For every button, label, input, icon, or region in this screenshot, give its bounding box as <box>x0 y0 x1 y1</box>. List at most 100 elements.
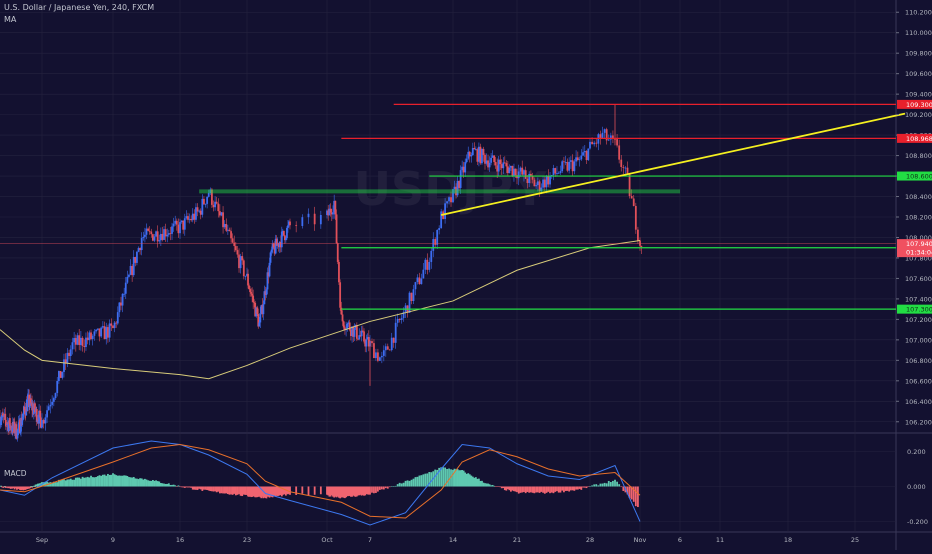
time-tick-label: 18 <box>784 536 792 544</box>
histogram-bar <box>459 470 462 487</box>
time-tick-label: 16 <box>176 536 184 544</box>
histogram-bar <box>115 475 118 487</box>
macd-indicator-label[interactable]: MACD <box>4 469 27 478</box>
candle-body <box>416 277 419 283</box>
candle-body <box>459 170 462 188</box>
candle-body <box>500 164 503 169</box>
histogram-bar <box>471 476 474 487</box>
histogram-bar <box>273 486 276 496</box>
chart-title[interactable]: U.S. Dollar / Japanese Yen, 240, FXCM <box>4 3 155 12</box>
histogram-bar <box>354 486 357 497</box>
histogram-bar <box>78 477 81 487</box>
candle-body <box>211 189 213 205</box>
candle-body <box>552 168 555 175</box>
histogram-bar <box>108 474 111 487</box>
histogram-bar <box>366 486 369 495</box>
candle-body <box>242 260 245 277</box>
candle-body <box>448 197 450 202</box>
histogram-bar <box>513 486 515 492</box>
candle-body <box>261 305 264 315</box>
candle-body <box>247 273 249 286</box>
histogram-bar <box>580 486 583 490</box>
candle-body <box>412 289 415 302</box>
candle-body <box>436 230 439 245</box>
candle-body <box>510 165 512 168</box>
candle-body <box>101 326 104 328</box>
candle-body <box>573 161 576 172</box>
candle-body <box>531 176 534 180</box>
histogram-bar <box>394 485 397 487</box>
candle-body <box>123 293 126 295</box>
histogram-bar <box>34 486 36 487</box>
histogram-bar <box>307 486 310 496</box>
candle-body <box>380 355 383 358</box>
histogram-bar <box>301 486 304 494</box>
histogram-bar <box>258 486 261 497</box>
candle-body <box>58 371 60 381</box>
candle-body <box>220 212 223 216</box>
histogram-bar <box>328 486 331 497</box>
candle-body <box>364 341 367 347</box>
histogram-bar <box>69 478 72 487</box>
histogram-bar <box>444 467 446 487</box>
time-tick-label: Nov <box>634 536 647 544</box>
histogram-bar <box>599 483 602 487</box>
candle-body <box>583 151 586 153</box>
moving-average-line <box>0 240 641 380</box>
histogram-bar <box>622 486 625 491</box>
histogram-bar <box>56 482 59 487</box>
candle-body <box>20 417 22 432</box>
candle-body <box>264 291 267 295</box>
candle-body <box>183 218 186 230</box>
candle-body <box>438 228 441 231</box>
histogram-bar <box>121 475 124 487</box>
histogram-bar <box>593 484 596 487</box>
histogram-bar <box>93 477 96 487</box>
candle-body <box>536 181 539 186</box>
level-price-label: 108.968 <box>906 135 932 143</box>
candle-body <box>476 149 479 162</box>
histogram-bar <box>126 476 129 487</box>
histogram-bar <box>587 486 590 487</box>
candle-body <box>378 357 381 361</box>
candle-body <box>640 245 643 248</box>
histogram-bar <box>33 485 36 487</box>
histogram-bar <box>59 479 62 487</box>
macd-tick-label: -0.200 <box>907 518 928 526</box>
candle-body <box>513 168 515 176</box>
histogram-bar <box>524 486 527 494</box>
histogram-bar <box>155 480 157 487</box>
histogram-bar <box>508 486 511 491</box>
price-tick-label: 108.000 <box>905 234 932 242</box>
candle-body <box>180 220 183 223</box>
candle-body <box>497 159 500 172</box>
histogram-bar <box>595 484 598 487</box>
histogram-bar <box>190 486 193 488</box>
price-tick-label: 107.200 <box>905 316 932 324</box>
candle-body <box>68 352 70 356</box>
histogram-bar <box>601 483 604 487</box>
candle-body <box>265 289 268 295</box>
price-tick-label: 109.400 <box>905 91 932 99</box>
candle-body <box>344 327 346 331</box>
histogram-bar <box>264 486 267 498</box>
histogram-bar <box>183 486 186 488</box>
histogram-bar <box>348 486 351 496</box>
candle-body <box>238 254 240 269</box>
candle-body <box>158 240 161 242</box>
histogram-bar <box>440 467 443 487</box>
histogram-bar <box>499 486 502 488</box>
candle-body <box>172 223 175 227</box>
price-tick-label: 106.200 <box>905 418 932 426</box>
histogram-bar <box>151 479 154 487</box>
candle-body <box>561 161 564 172</box>
candle-body <box>506 166 509 174</box>
candle-body <box>167 233 170 235</box>
candle-body <box>386 346 389 350</box>
histogram-bar <box>412 478 415 487</box>
candle-body <box>144 234 146 237</box>
ma-indicator-label[interactable]: MA <box>4 15 17 24</box>
histogram-bar <box>52 481 55 487</box>
histogram-bar <box>236 486 239 495</box>
